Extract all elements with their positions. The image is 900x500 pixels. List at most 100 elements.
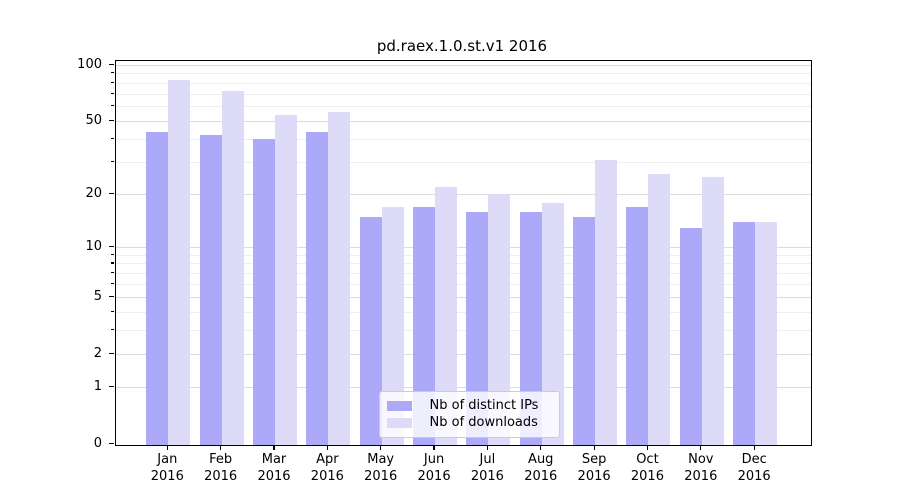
y-tick-1 [108,385,114,388]
legend-swatch-distinct-ips [386,400,412,411]
x-tick-label-feb: Feb 2016 [204,452,238,484]
x-tick-label-sep: Sep 2016 [577,452,611,484]
x-tick-label-mar: Mar 2016 [257,452,291,484]
y-tick-label-1: 1 [93,379,102,395]
y-minortick-40 [110,137,114,140]
legend-swatch-downloads [386,417,412,428]
bar-may-downloads [381,206,404,445]
legend-label-downloads: Nb of downloads [429,415,538,430]
x-tick-aug [540,445,542,450]
bar-sep-downloads [595,159,618,445]
bar-apr-distinct-ips [306,131,329,445]
y-tick-label-2: 2 [93,345,102,361]
y-tick-20 [108,192,114,194]
y-minortick-90 [110,72,114,74]
y-tick-label-10: 10 [85,238,102,254]
plot-area: Nb of distinct IPs Nb of downloads [114,59,812,446]
bar-oct-downloads [648,173,671,445]
bar-apr-downloads [328,112,351,445]
legend-row-distinct-ips: Nb of distinct IPs [386,398,551,414]
x-tick-label-jan: Jan 2016 [150,452,184,484]
gridline-minor-90 [115,73,811,75]
bar-sep-distinct-ips [573,216,596,445]
bar-feb-distinct-ips [199,135,222,445]
x-tick-jun [433,445,435,450]
x-tick-label-aug: Aug 2016 [524,452,558,484]
bar-aug-distinct-ips [519,211,542,445]
gridline-minor-80 [115,82,811,84]
x-tick-label-nov: Nov 2016 [684,452,718,484]
bar-jan-distinct-ips [146,131,169,445]
x-tick-label-may: May 2016 [364,452,398,484]
y-minortick-9 [110,253,114,255]
y-minortick-4 [110,310,114,312]
gridline-minor-3 [115,330,811,332]
gridline-major-10 [115,246,811,248]
bar-jun-downloads [435,186,458,445]
gridline-minor-7 [115,273,811,275]
y-minortick-80 [110,81,114,84]
y-minortick-30 [110,160,114,162]
x-tick-label-dec: Dec 2016 [737,452,771,484]
y-tick-label-0: 0 [93,436,102,451]
gridline-major-5 [115,296,811,298]
y-minortick-6 [110,283,114,285]
bar-jul-distinct-ips [466,211,489,445]
gridline-major-100 [115,64,811,66]
x-tick-label-jul: Jul 2016 [470,452,504,484]
bar-feb-downloads [221,90,244,445]
y-tick-2 [108,352,114,354]
gridline-major-2 [115,353,811,355]
gridline-minor-40 [115,138,811,140]
y-tick-0 [108,442,114,445]
y-tick-label-5: 5 [93,288,102,304]
chart-title: pd.raex.1.0.st.v1 2016 [376,37,548,55]
bar-may-distinct-ips [359,216,382,445]
x-tick-jul [486,445,488,450]
x-tick-label-jun: Jun 2016 [417,452,451,484]
x-tick-label-apr: Apr 2016 [310,452,344,484]
gridline-minor-8 [115,263,811,265]
y-tick-label-50: 50 [85,112,102,128]
y-minortick-8 [110,262,114,264]
bar-mar-distinct-ips [253,139,275,445]
bar-nov-downloads [701,176,724,445]
bar-jun-distinct-ips [413,206,436,445]
x-tick-nov [700,445,702,450]
y-minortick-70 [110,92,114,94]
x-tick-jan [166,445,168,450]
bar-mar-downloads [275,115,297,445]
y-minortick-7 [110,272,114,274]
x-tick-sep [593,445,595,450]
gridline-minor-70 [115,93,811,95]
x-tick-feb [220,445,222,450]
x-tick-oct [646,445,649,450]
legend-row-downloads: Nb of downloads [386,415,551,431]
y-minortick-3 [110,329,114,331]
y-minortick-60 [110,105,114,107]
x-tick-label-oct: Oct 2016 [630,452,664,484]
y-tick-100 [108,63,114,65]
gridline-minor-4 [115,311,811,313]
legend: Nb of distinct IPs Nb of downloads [378,390,560,438]
bar-jul-downloads [488,194,511,445]
x-tick-may [380,445,382,450]
gridline-minor-60 [115,106,811,108]
y-tick-5 [108,295,114,297]
bar-jan-downloads [168,80,191,445]
gridline-major-50 [115,120,811,122]
y-tick-label-20: 20 [85,185,102,201]
legend-label-distinct-ips: Nb of distinct IPs [429,398,539,413]
bar-aug-downloads [541,202,564,445]
x-tick-apr [326,445,328,450]
gridline-major-20 [115,193,811,195]
x-tick-mar [273,445,275,450]
x-tick-dec [753,445,755,450]
gridline-minor-6 [115,284,811,286]
y-tick-10 [108,245,114,248]
bar-dec-downloads [755,221,778,445]
bar-dec-distinct-ips [733,221,756,445]
bar-nov-distinct-ips [679,227,702,445]
y-tick-50 [108,119,114,121]
